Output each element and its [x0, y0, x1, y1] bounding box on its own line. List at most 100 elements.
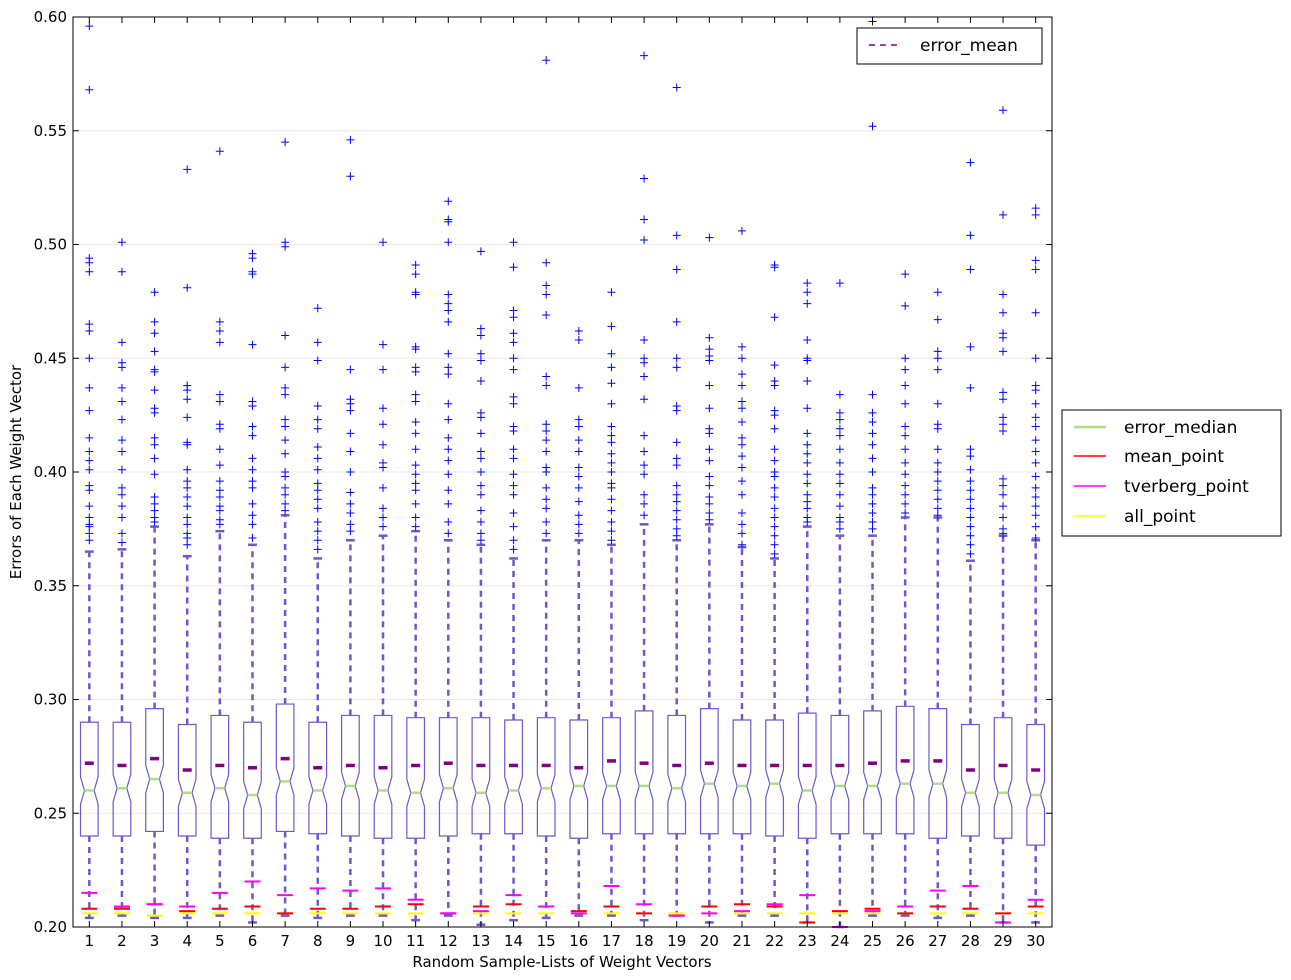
outlier-point — [183, 465, 192, 474]
outlier-point — [183, 533, 192, 542]
outlier-point — [248, 477, 257, 486]
outlier-point — [346, 429, 355, 438]
outlier-point — [542, 290, 551, 299]
outlier-point — [85, 354, 94, 363]
outlier-point — [672, 454, 681, 463]
box-body — [961, 723, 980, 837]
outlier-point — [803, 440, 812, 449]
outlier-point — [770, 263, 779, 272]
outlier-point — [803, 404, 812, 413]
outlier-point — [640, 470, 649, 479]
outlier-point — [1031, 458, 1040, 467]
outlier-point — [770, 493, 779, 502]
outlier-point — [966, 231, 975, 240]
outlier-point — [183, 165, 192, 174]
outlier-point — [999, 290, 1008, 299]
outlier-point — [607, 422, 616, 431]
outlier-point — [607, 438, 616, 447]
box-8 — [308, 304, 328, 920]
box-6 — [243, 249, 262, 924]
box-10 — [373, 238, 393, 917]
outlier-point — [117, 267, 126, 276]
outlier-point — [411, 367, 420, 376]
outlier-point — [215, 326, 224, 335]
y-tick-label: 0.60 — [34, 8, 67, 26]
outlier-point — [117, 238, 126, 247]
outlier-point — [770, 540, 779, 549]
x-axis: 1 2 3 4 5 6 7 8 9 10 11 12 13 14 15 16 17 18 19 20 21 22 23 24 2… — [85, 17, 1045, 950]
outlier-point — [346, 135, 355, 144]
outlier-point — [542, 518, 551, 527]
outlier-point — [672, 363, 681, 372]
outlier-point — [150, 367, 159, 376]
x-tick-label: 13 — [471, 932, 490, 950]
x-tick-label: 22 — [765, 932, 784, 950]
outlier-point — [379, 463, 388, 472]
box-11 — [406, 260, 426, 922]
outlier-point — [901, 399, 910, 408]
outlier-point — [117, 465, 126, 474]
outlier-point — [379, 238, 388, 247]
outlier-point — [444, 518, 453, 527]
outlier-point — [901, 354, 910, 363]
outlier-point — [281, 449, 290, 458]
legend-top-frame — [856, 27, 1043, 65]
y-tick-label: 0.20 — [34, 918, 67, 936]
outlier-point — [313, 504, 322, 513]
outlier-point — [509, 365, 518, 374]
outlier-point — [281, 331, 290, 340]
outlier-point — [281, 138, 290, 147]
outlier-point — [835, 279, 844, 288]
outlier-point — [705, 499, 714, 508]
outlier-point — [933, 354, 942, 363]
outlier-point — [966, 486, 975, 495]
outlier-point — [835, 445, 844, 454]
legend-side-frame — [1061, 409, 1282, 537]
outlier-point — [966, 513, 975, 522]
outlier-point — [85, 22, 94, 31]
outlier-point — [640, 431, 649, 440]
outlier-point — [215, 390, 224, 399]
x-tick-label: 11 — [406, 932, 425, 950]
outlier-point — [933, 486, 942, 495]
outlier-point — [640, 336, 649, 345]
outlier-point — [705, 233, 714, 242]
outlier-point — [542, 495, 551, 504]
outlier-point — [607, 536, 616, 545]
outlier-point — [117, 483, 126, 492]
outlier-point — [640, 235, 649, 244]
box-25 — [863, 17, 882, 917]
outlier-point — [379, 522, 388, 531]
outlier-point — [672, 461, 681, 470]
outlier-point — [607, 506, 616, 515]
outlier-point — [444, 238, 453, 247]
outlier-point — [411, 417, 420, 426]
box-16 — [569, 326, 589, 917]
outlier-point — [966, 342, 975, 351]
outlier-point — [835, 415, 844, 424]
outlier-point — [640, 499, 649, 508]
box-1 — [79, 22, 99, 920]
outlier-point — [901, 470, 910, 479]
outlier-point — [705, 515, 714, 524]
box-body — [504, 719, 523, 835]
x-tick-label: 6 — [248, 932, 258, 950]
outlier-point — [672, 524, 681, 533]
outlier-point — [444, 290, 453, 299]
outlier-point — [607, 449, 616, 458]
outlier-point — [999, 427, 1008, 436]
x-tick-label: 20 — [700, 932, 719, 950]
box-13 — [471, 247, 491, 926]
box-26 — [895, 270, 915, 917]
outlier-point — [313, 465, 322, 474]
outlier-point — [640, 395, 649, 404]
outlier-point — [150, 329, 159, 338]
outlier-point — [999, 395, 1008, 404]
outlier-point — [281, 472, 290, 481]
box-body — [699, 708, 719, 835]
outlier-point — [215, 424, 224, 433]
outlier-point — [999, 502, 1008, 511]
x-tick-label: 7 — [280, 932, 290, 950]
outlier-point — [281, 506, 290, 515]
